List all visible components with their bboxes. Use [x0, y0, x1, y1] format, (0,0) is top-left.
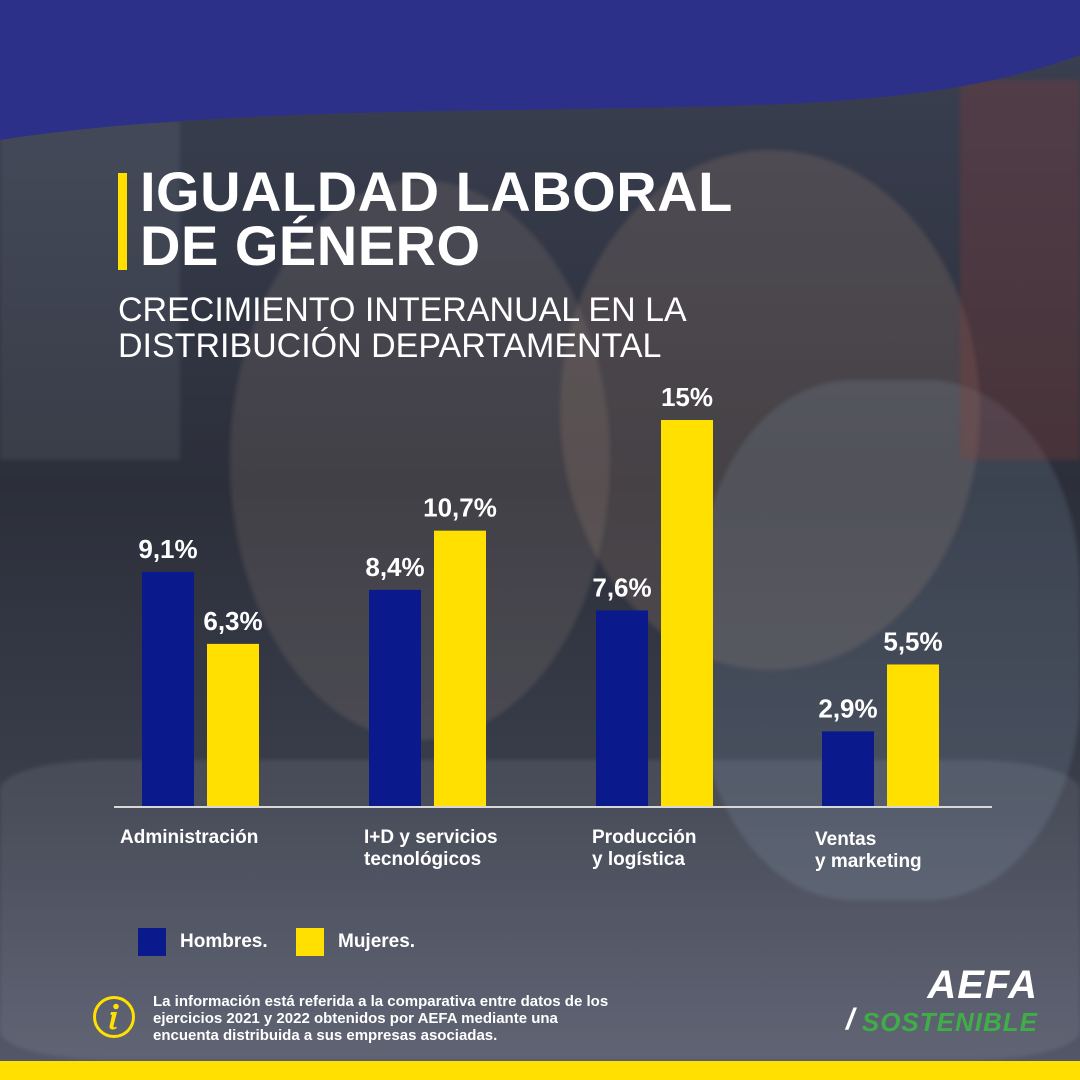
- category-label: y logística: [592, 849, 685, 870]
- info-note: La información está referida a la compar…: [153, 993, 723, 1044]
- category-label: tecnológicos: [364, 849, 481, 870]
- info-note-line: ejercicios 2021 y 2022 obtenidos por AEF…: [153, 1010, 558, 1027]
- info-note-line: encuenta distribuida a sus empresas asoc…: [153, 1027, 498, 1044]
- bar-mujeres: [661, 420, 713, 806]
- logo-aefa-text: AEFA: [927, 963, 1038, 1007]
- bar-mujeres: [434, 530, 486, 806]
- bar-hombres: [369, 589, 421, 806]
- aefa-sostenible-logo: AEFA / SOSTENIBLE: [840, 963, 1050, 1043]
- page-subtitle: CRECIMIENTO INTERANUAL EN LA DISTRIBUCIÓ…: [118, 292, 687, 364]
- legend-label-hombres: Hombres.: [180, 931, 268, 952]
- category-label: Administración: [120, 827, 258, 848]
- legend-swatch-hombres: [138, 928, 166, 956]
- bottom-accent-strip: [0, 1061, 1080, 1080]
- header-wave: [0, 0, 1080, 140]
- bar-mujeres: [207, 643, 259, 806]
- subtitle-line: CRECIMIENTO INTERANUAL EN LA: [118, 291, 687, 329]
- legend-item-hombres: Hombres.: [138, 928, 268, 956]
- bar-mujeres: [887, 664, 939, 806]
- subtitle-line: DISTRIBUCIÓN DEPARTAMENTAL: [118, 327, 662, 365]
- photo-backdrop-window: [0, 120, 180, 460]
- bar-chart: 9,1% 8,4% 7,6% 2,9% 6,3% 10,7% 15% 5,5% Administ…: [114, 382, 992, 872]
- photo-backdrop-brick: [960, 80, 1080, 460]
- data-label: 2,9%: [818, 693, 877, 723]
- data-label: 8,4%: [365, 552, 424, 582]
- info-note-line: La información está referida a la compar…: [153, 993, 609, 1010]
- logo-sostenible-text: SOSTENIBLE: [861, 1007, 1038, 1037]
- category-label: Ventas: [815, 829, 876, 850]
- info-icon: [93, 996, 135, 1038]
- photo-backdrop-man: [560, 150, 980, 670]
- photo-backdrop-desk: [0, 760, 1080, 1060]
- title-line: DE GÉNERO: [140, 214, 481, 277]
- category-label: I+D y servicios: [364, 827, 498, 848]
- photo-backdrop-shirt: [700, 380, 1080, 900]
- legend-label-mujeres: Mujeres.: [338, 931, 416, 952]
- legend-swatch-mujeres: [296, 928, 324, 956]
- data-label: 6,3%: [203, 606, 262, 636]
- page-title: IGUALDAD LABORAL DE GÉNERO: [140, 160, 733, 277]
- bar-hombres: [822, 731, 874, 806]
- data-label: 7,6%: [592, 572, 651, 602]
- data-label: 15%: [661, 382, 713, 412]
- title-line: IGUALDAD LABORAL: [140, 160, 733, 223]
- data-label: 10,7%: [423, 493, 497, 523]
- category-label: Producción: [592, 827, 697, 848]
- legend-item-mujeres: Mujeres.: [296, 928, 415, 956]
- logo-slash: /: [846, 1003, 855, 1036]
- data-label: 5,5%: [883, 626, 942, 656]
- category-label: y marketing: [815, 851, 922, 872]
- title-accent-bar: [118, 173, 127, 270]
- bar-hombres: [596, 610, 648, 806]
- bar-hombres: [142, 571, 194, 806]
- data-label: 9,1%: [138, 534, 197, 564]
